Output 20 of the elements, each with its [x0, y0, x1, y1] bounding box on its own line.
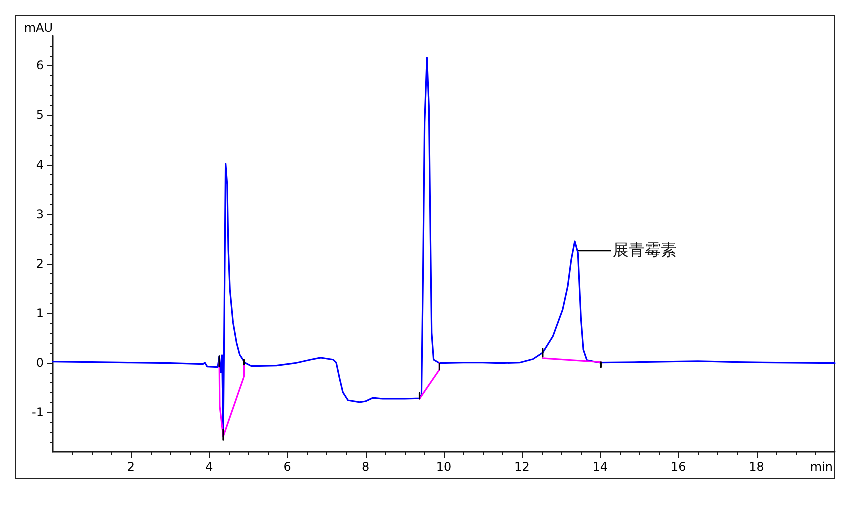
x-tick-label: 6 [284, 460, 292, 474]
x-tick-label: 14 [592, 460, 608, 474]
x-tick-label: 8 [362, 460, 370, 474]
x-tick-label: 12 [514, 460, 530, 474]
x-axis-title: min [810, 460, 833, 474]
y-tick-label: 3 [36, 207, 44, 222]
y-tick-label: 1 [36, 306, 44, 320]
x-tick-label: 2 [127, 460, 136, 474]
annotation: 展青霉素 [613, 241, 678, 260]
y-tick-label: 0 [36, 356, 44, 370]
x-tick-label: 18 [749, 460, 764, 474]
y-tick-label: 5 [36, 108, 44, 122]
y-axis-title: mAU [24, 21, 53, 35]
x-tick-label: 10 [436, 460, 452, 474]
y-tick-label: 6 [36, 58, 44, 73]
x-tick-label: 16 [670, 460, 686, 474]
y-tick-label: 4 [36, 158, 44, 172]
y-tick-label: 2 [36, 256, 44, 271]
x-tick-label: 4 [206, 460, 214, 474]
y-tick-label: -1 [32, 405, 44, 420]
